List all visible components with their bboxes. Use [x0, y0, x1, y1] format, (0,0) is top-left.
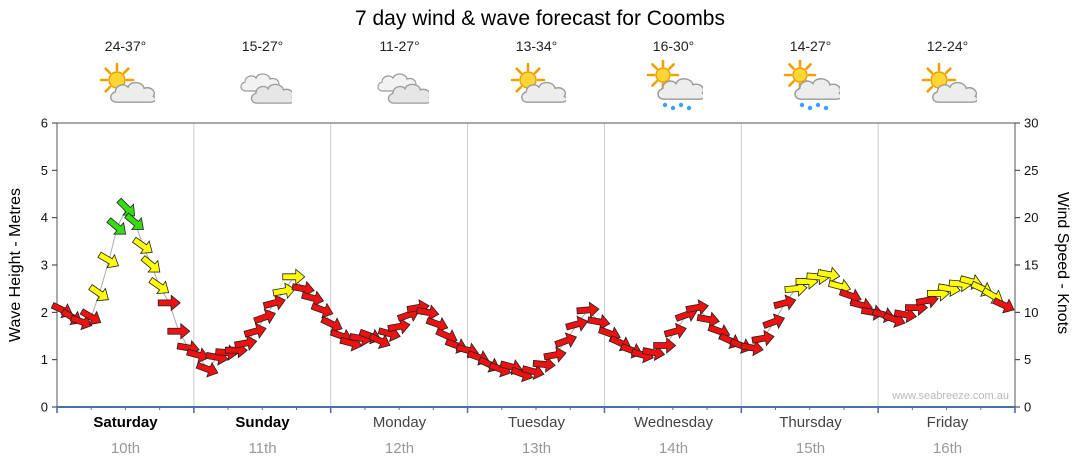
day-date: 14th	[658, 440, 689, 457]
day-name: Sunday	[235, 414, 290, 431]
svg-text:6: 6	[41, 116, 48, 131]
svg-text:3: 3	[41, 258, 48, 273]
svg-text:1: 1	[41, 352, 48, 367]
svg-text:25: 25	[1024, 163, 1038, 178]
svg-text:2: 2	[41, 305, 48, 320]
day-date: 11th	[248, 440, 277, 457]
day-date: 10th	[110, 440, 141, 457]
weather-icon	[331, 60, 468, 116]
temp-range: 11-27°	[379, 38, 420, 54]
watermark: www.seabreeze.com.au	[892, 390, 1009, 402]
svg-text:10: 10	[1024, 305, 1038, 320]
temp-range: 13-34°	[515, 38, 558, 54]
svg-text:20: 20	[1024, 210, 1038, 225]
svg-text:30: 30	[1024, 116, 1038, 131]
page-title: 7 day wind & wave forecast for Coombs	[354, 7, 725, 30]
weather-icon	[57, 60, 194, 116]
svg-text:0: 0	[1024, 400, 1031, 415]
temp-range: 14-27°	[789, 38, 832, 54]
day-date: 13th	[521, 440, 552, 457]
day-name: Wednesday	[634, 414, 713, 431]
weather-icon	[879, 60, 1016, 116]
weather-icon	[742, 60, 879, 116]
temp-range: 12-24°	[926, 38, 969, 54]
day-date: 16th	[932, 440, 963, 457]
weather-icon	[605, 60, 742, 116]
svg-text:15: 15	[1024, 258, 1038, 273]
svg-text:5: 5	[1024, 352, 1031, 367]
day-name: Saturday	[93, 414, 158, 431]
temp-range: 15-27°	[241, 38, 284, 54]
day-name: Thursday	[779, 414, 842, 431]
wind-axis-label: Wind Speed - Knots	[1054, 191, 1071, 335]
weather-icon	[468, 60, 605, 116]
day-name: Friday	[926, 414, 969, 431]
temp-range: 24-37°	[104, 38, 147, 54]
svg-text:4: 4	[41, 210, 48, 225]
temp-range: 16-30°	[652, 38, 695, 54]
wave-axis-label: Wave Height - Metres	[7, 187, 24, 343]
day-name: Monday	[372, 414, 427, 431]
day-date: 15th	[795, 440, 826, 457]
weather-icon	[194, 60, 331, 116]
svg-text:5: 5	[41, 163, 48, 178]
svg-text:0: 0	[41, 400, 48, 415]
day-date: 12th	[384, 440, 415, 457]
day-name: Tuesday	[508, 414, 565, 431]
